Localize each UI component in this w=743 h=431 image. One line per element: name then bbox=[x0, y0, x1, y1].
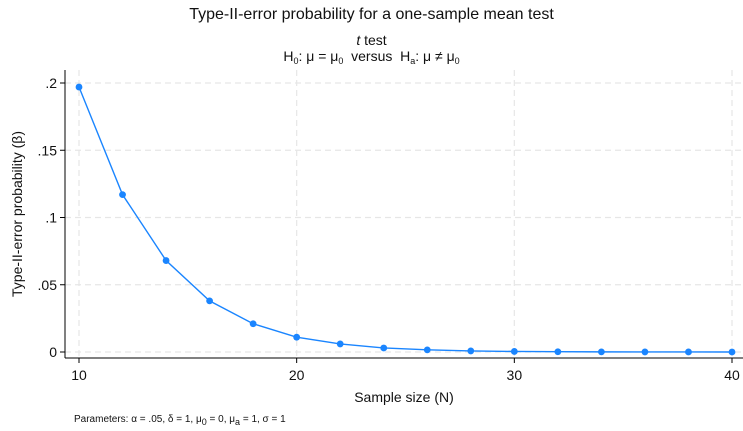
data-point bbox=[336, 340, 344, 348]
x-tick-label: 10 bbox=[71, 367, 87, 383]
y-axis-label: Type-II-error probability (β) bbox=[9, 131, 25, 297]
data-point bbox=[554, 348, 562, 356]
subtitle-test-rest: test bbox=[360, 32, 387, 48]
h0-mid: : μ = μ bbox=[298, 48, 339, 64]
note-part-1: Parameters: α = .05, δ = 1, μ bbox=[74, 414, 202, 425]
data-point bbox=[119, 191, 126, 199]
h0-mu-sub: 0 bbox=[338, 56, 344, 66]
data-point bbox=[206, 297, 214, 305]
y-tick-label: .05 bbox=[38, 277, 58, 293]
note-sub-2: a bbox=[235, 417, 241, 427]
ha-prefix: H bbox=[400, 48, 411, 64]
parameters-note: Parameters: α = .05, δ = 1, μ0 = 0, μa =… bbox=[74, 414, 286, 427]
data-point bbox=[728, 348, 736, 356]
data-point bbox=[467, 347, 475, 355]
note-part-2: = 0, μ bbox=[206, 414, 236, 425]
data-point bbox=[380, 344, 388, 352]
plot-background bbox=[65, 70, 743, 358]
data-point bbox=[598, 348, 605, 356]
ha-sub: a bbox=[410, 56, 416, 66]
data-point bbox=[75, 83, 83, 91]
note-part-3: = 1, σ = 1 bbox=[240, 414, 286, 425]
subtitle-test-italic: t bbox=[356, 32, 361, 48]
chart-subtitle: t test bbox=[0, 32, 743, 48]
y-tick-label: .15 bbox=[38, 142, 58, 158]
note-sub-1: 0 bbox=[201, 417, 207, 427]
x-axis-label: Sample size (N) bbox=[354, 389, 454, 405]
hypothesis-line: H0: μ = μ0 versus Ha: μ ≠ μ0 bbox=[0, 48, 743, 66]
x-tick-label: 20 bbox=[289, 367, 305, 383]
data-point bbox=[162, 257, 170, 264]
versus-text: versus bbox=[343, 48, 401, 64]
x-tick-label: 40 bbox=[724, 367, 740, 383]
chart-title: Type-II-error probability for a one-samp… bbox=[189, 6, 554, 23]
h0-sub: 0 bbox=[293, 56, 299, 66]
ha-mu-sub: 0 bbox=[454, 56, 460, 66]
y-tick-label: .2 bbox=[45, 75, 57, 91]
data-point bbox=[293, 333, 301, 341]
data-point bbox=[510, 348, 518, 355]
data-point bbox=[423, 346, 431, 354]
y-tick-label: .1 bbox=[45, 210, 57, 226]
x-tick-label: 30 bbox=[507, 367, 523, 383]
h0-prefix: H bbox=[283, 48, 294, 64]
data-point bbox=[685, 348, 692, 356]
y-tick-label: 0 bbox=[49, 344, 57, 360]
data-point bbox=[249, 320, 257, 328]
data-point bbox=[641, 348, 649, 356]
series-line bbox=[78, 86, 733, 353]
ha-mid: : μ ≠ μ bbox=[415, 48, 455, 64]
